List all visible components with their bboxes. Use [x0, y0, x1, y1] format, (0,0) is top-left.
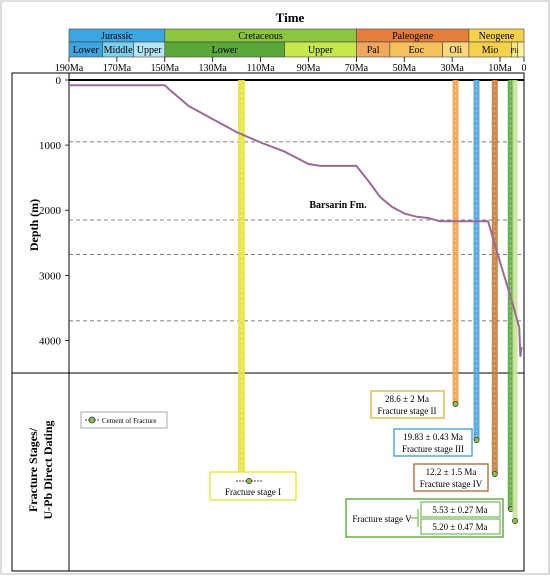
- stage-v-box: Fracture stage V 5.53 ± 0.27 Ma 5.20 ± 0…: [345, 498, 504, 538]
- y-axis-ticks: 0 1000 2000 3000 4000: [39, 75, 69, 347]
- main-frame: [11, 72, 525, 572]
- stage-ii-label: Fracture stage II: [378, 406, 437, 416]
- x-tick-label: 10Ma: [488, 63, 512, 74]
- y-tick-label: 1000: [39, 140, 62, 152]
- stage-marker: [473, 437, 480, 443]
- y-tick-label: 0: [56, 75, 62, 87]
- stage-ii-date: 28.6 ± 2 Ma: [385, 394, 429, 404]
- stage-v-date-2: 5.20 ± 0.47 Ma: [432, 522, 487, 532]
- y-axis-label: Depth (m): [27, 199, 41, 251]
- stage-iv-date: 12.2 ± 1.5 Ma: [426, 467, 477, 477]
- epoch-label: Pli: [511, 47, 519, 55]
- legend-label: Cement of Fracture: [102, 417, 156, 425]
- era-label: Paleogene: [392, 31, 434, 42]
- y-tick-label: 3000: [39, 270, 62, 282]
- x-axis-ticks: 190Ma 170Ma 150Ma 130Ma 110Ma 90Ma 70Ma 50Ma 30M…: [55, 57, 527, 74]
- stage-v-label: Fracture stage V: [352, 514, 412, 524]
- epoch-label: Upper: [308, 45, 334, 56]
- stage-marker: [452, 401, 459, 407]
- lower-panel-label-1: Fracture Stages/: [26, 427, 40, 512]
- stage-iv-box: 12.2 ± 1.5 Ma Fracture stage IV: [413, 463, 489, 492]
- epoch-label: Eoc: [408, 45, 424, 56]
- stage-marker: [491, 471, 498, 477]
- legend-box: [80, 411, 168, 429]
- x-tick-label: 110Ma: [247, 63, 276, 74]
- epoch-bars: Lower Middle Upper Lower Upper Pal Eoc Oli Mio Pl…: [68, 41, 525, 58]
- stage-iv-label: Fracture stage IV: [420, 479, 483, 489]
- x-tick-label: 130Ma: [199, 63, 228, 74]
- x-tick-label: 0: [522, 63, 527, 74]
- legend: Cement of Fracture: [80, 411, 168, 429]
- era-label: Neogene: [479, 31, 515, 42]
- fracture-stage-bars: [237, 80, 518, 524]
- epoch-label: Pal: [367, 45, 380, 56]
- stage-v-date-frame-2: [420, 518, 501, 535]
- x-tick-label: 170Ma: [103, 63, 132, 74]
- x-tick-label: 90Ma: [297, 63, 321, 74]
- stage-v-date-1: 5.53 ± 0.27 Ma: [432, 505, 487, 515]
- x-tick-label: 190Ma: [55, 63, 84, 74]
- y-tick-label: 4000: [39, 335, 62, 347]
- stage-v-date-frame-1: [420, 501, 501, 518]
- epoch-label: Mio: [482, 45, 499, 56]
- epoch-label: Middle: [104, 45, 133, 56]
- era-label: Cretaceous: [238, 31, 283, 42]
- epoch-label: Upper: [137, 45, 163, 56]
- legend-marker: [88, 416, 96, 424]
- stage-ii-frame: [370, 390, 445, 419]
- era-label: Jurassic: [101, 31, 133, 42]
- epoch-label: Oli: [449, 45, 462, 56]
- stage-i-marker: [246, 478, 252, 484]
- stage-iv-frame: [413, 463, 489, 492]
- stage-iii-date: 19.83 ± 0.43 Ma: [403, 432, 463, 442]
- era-bars: Jurassic Cretaceous Paleogene Neogene: [68, 28, 525, 43]
- x-tick-label: 70Ma: [345, 63, 369, 74]
- epoch-label: Lower: [73, 45, 100, 56]
- x-tick-label: 30Ma: [440, 63, 464, 74]
- epoch-label: Lower: [212, 45, 239, 56]
- stage-i-frame: [209, 471, 297, 501]
- lower-panel-label-2: U-Pb Direct Dating: [41, 420, 55, 519]
- y-tick-label: 2000: [39, 205, 62, 217]
- dashed-horizons: [69, 141, 524, 322]
- x-tick-label: 50Ma: [393, 63, 417, 74]
- burial-curve: [69, 84, 523, 357]
- stage-bar-v2: [512, 80, 518, 521]
- x-tick-label: 150Ma: [151, 63, 180, 74]
- stage-i-label: Fracture stage I: [225, 487, 281, 497]
- barsarin-label: Barsarin Fm.: [309, 200, 367, 211]
- chart-title: Time: [276, 10, 305, 25]
- epoch-cell: [517, 41, 525, 58]
- stage-iii-label: Fracture stage III: [402, 444, 464, 454]
- stage-i-box: Fracture stage I: [209, 471, 297, 501]
- stage-iii-box: 19.83 ± 0.43 Ma Fracture stage III: [393, 428, 473, 457]
- stage-marker: [512, 518, 518, 524]
- stage-iii-frame: [393, 428, 473, 457]
- stage-ii-box: 28.6 ± 2 Ma Fracture stage II: [370, 390, 445, 419]
